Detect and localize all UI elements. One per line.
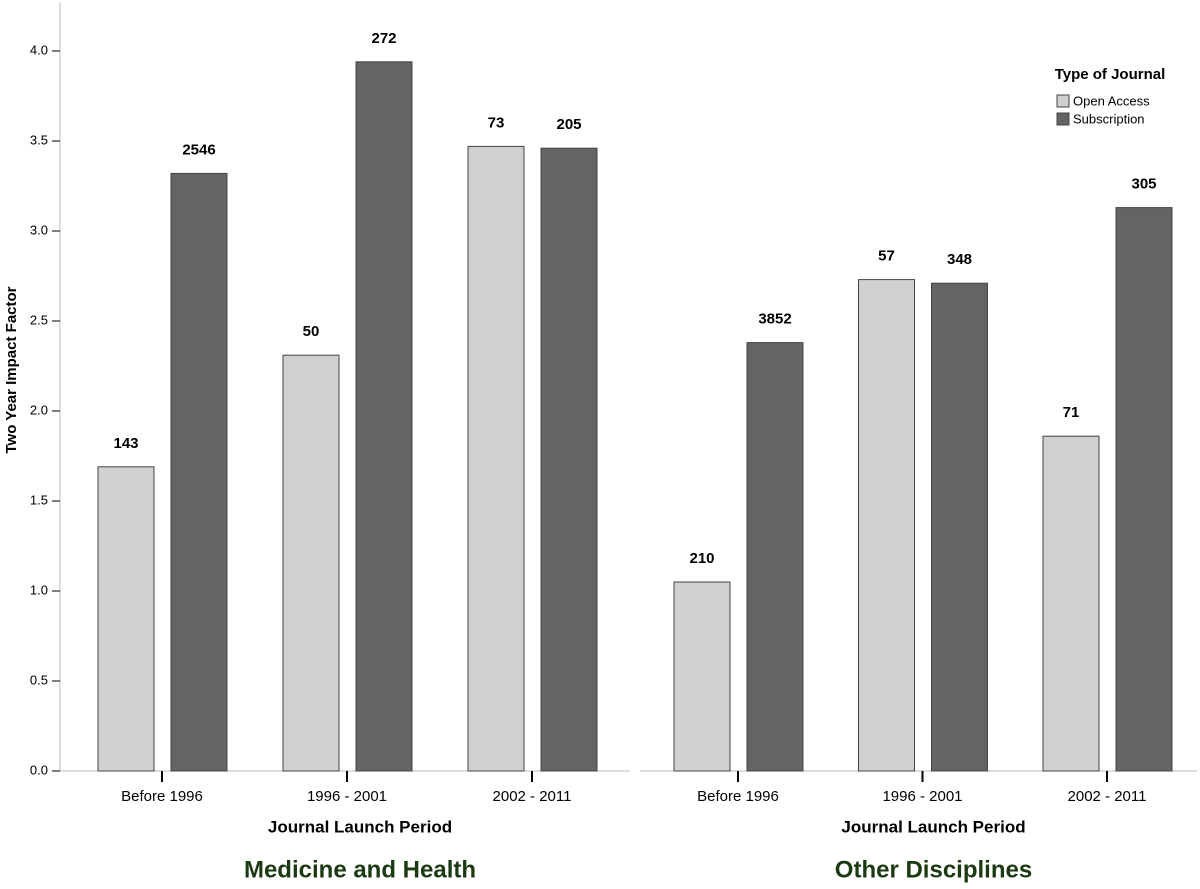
legend-label: Open Access (1073, 93, 1150, 108)
count-label: 73 (488, 114, 505, 131)
y-axis-title: Two Year Impact Factor (3, 286, 20, 453)
y-tick-label: 4.0 (30, 42, 48, 57)
x-axis-title: Journal Launch Period (268, 817, 452, 836)
bar (540, 147, 598, 772)
count-label: 305 (1131, 176, 1156, 193)
x-axis-title: Journal Launch Period (841, 817, 1025, 836)
bar (97, 466, 155, 772)
count-label: 50 (303, 323, 320, 340)
x-tick-label: Before 1996 (697, 788, 779, 805)
panel-title: Medicine and Health (244, 856, 476, 883)
y-tick-label: 0.5 (30, 672, 48, 687)
y-tick-label: 2.0 (30, 402, 48, 417)
count-label: 348 (947, 251, 972, 268)
x-tick-label: Before 1996 (121, 788, 203, 805)
count-label: 143 (113, 435, 138, 452)
legend-title: Type of Journal (1055, 66, 1166, 83)
count-label: 3852 (758, 311, 791, 328)
bar (170, 172, 228, 772)
count-label: 2546 (182, 141, 215, 158)
x-tick-label: 2002 - 2011 (1068, 788, 1147, 805)
y-tick-label: 1.5 (30, 492, 48, 507)
bar (282, 354, 340, 772)
bar (1042, 435, 1100, 772)
count-label: 272 (371, 30, 396, 47)
y-tick-label: 1.0 (30, 582, 48, 597)
x-tick-label: 2002 - 2011 (493, 788, 572, 805)
bar (858, 279, 915, 772)
y-tick-label: 3.0 (30, 222, 48, 237)
y-tick-label: 0.0 (30, 762, 48, 777)
x-tick-label: 1996 - 2001 (307, 788, 387, 805)
bar (467, 145, 525, 772)
bar (931, 282, 988, 772)
count-label: 57 (878, 248, 895, 265)
count-label: 205 (556, 116, 581, 133)
y-tick-label: 3.5 (30, 132, 48, 147)
y-tick-label: 2.5 (30, 312, 48, 327)
count-label: 71 (1063, 404, 1080, 421)
legend-swatch (1056, 112, 1070, 126)
x-tick-label: 1996 - 2001 (882, 788, 962, 805)
bar (746, 342, 804, 772)
count-label: 210 (689, 550, 714, 567)
legend-swatch (1056, 94, 1070, 108)
bar (673, 581, 731, 772)
panel-title: Other Disciplines (835, 856, 1032, 883)
bar (355, 61, 413, 772)
legend-label: Subscription (1073, 111, 1145, 126)
bar (1115, 207, 1173, 772)
